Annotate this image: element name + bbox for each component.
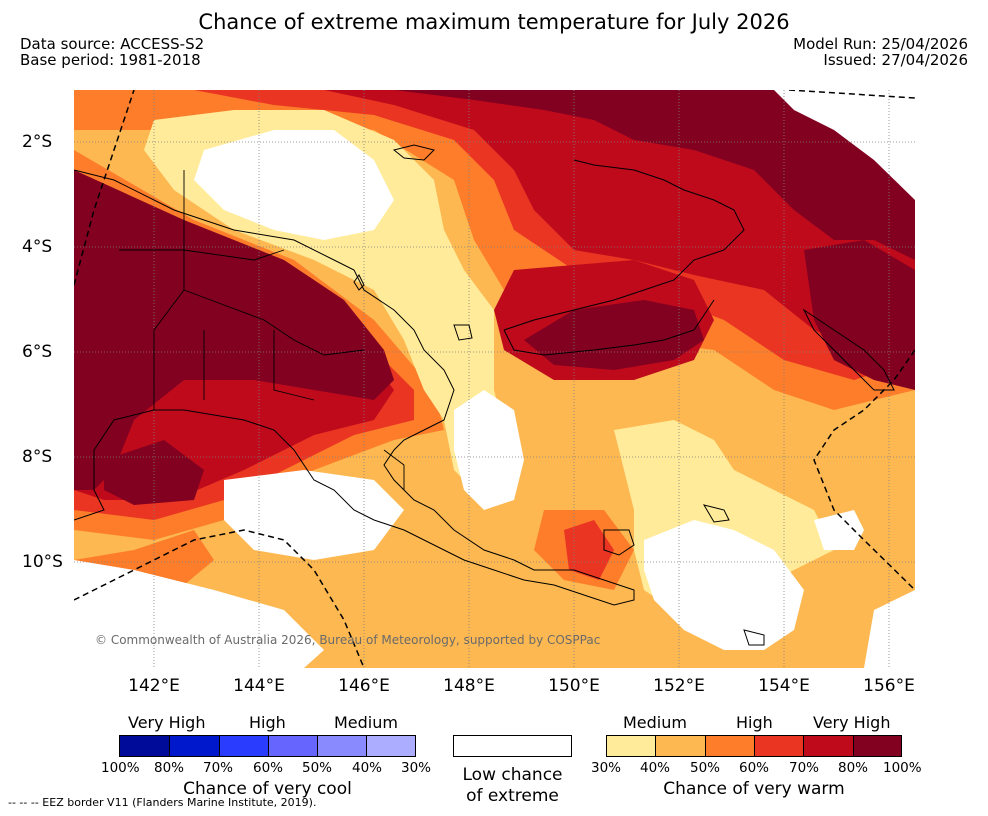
cool-swatch-70-80 — [169, 735, 219, 757]
neutral-swatch — [453, 735, 572, 757]
lon-tick-142e: 142°E — [128, 676, 180, 696]
cool-caption: Chance of very cool — [183, 779, 352, 799]
region-low-se2 — [814, 510, 864, 550]
region-60-se — [564, 520, 614, 580]
lat-tick-8s: 8°S — [22, 447, 53, 467]
warm-swatch-70-80 — [803, 735, 853, 757]
base-period: Base period: 1981-2018 — [20, 51, 201, 69]
lon-tick-146e: 146°E — [338, 676, 390, 696]
warm-swatch-50-60 — [705, 735, 754, 757]
gridlines — [74, 90, 915, 668]
map-title: Chance of extreme maximum temperature fo… — [198, 10, 790, 34]
lon-tick-152e: 152°E — [653, 676, 705, 696]
region-low-south — [74, 560, 324, 668]
region-low-sw — [224, 470, 404, 560]
warm-swatch-30-40 — [606, 735, 655, 757]
warm-swatch-80-100 — [853, 735, 902, 757]
model-run: Model Run: 25/04/2026 — [793, 35, 968, 53]
copyright-notice: © Commonwealth of Australia 2026, Bureau… — [95, 633, 601, 647]
cool-swatch-60-70 — [219, 735, 268, 757]
neutral-caption-line2: of extreme — [466, 786, 559, 806]
warm-swatch-40-50 — [655, 735, 705, 757]
eez-borders — [74, 90, 915, 668]
warm-cat-very-high: Very High — [813, 713, 891, 732]
warm-pct-80: 80% — [838, 760, 869, 776]
region-low-far-se — [864, 590, 915, 668]
lon-tick-148e: 148°E — [443, 676, 495, 696]
meta-left: Data source: ACCESS-S2 Base period: 1981… — [20, 36, 204, 68]
neutral-caption-line1: Low chance — [462, 765, 563, 785]
warm-pct-70: 70% — [789, 760, 820, 776]
forecast-map — [74, 90, 915, 668]
province-borders — [119, 170, 405, 490]
cool-pct-80: 80% — [154, 760, 185, 776]
data-source: Data source: ACCESS-S2 — [20, 35, 205, 53]
cool-pct-30: 30% — [401, 760, 432, 776]
cool-pct-100: 100% — [101, 760, 140, 776]
region-low-se — [644, 520, 804, 650]
warm-swatch-60-70 — [754, 735, 803, 757]
lon-tick-144e: 144°E — [233, 676, 285, 696]
neutral-caption: Low chance of extreme — [440, 765, 585, 807]
cool-swatch-40-50 — [317, 735, 366, 757]
cool-cat-high: High — [249, 713, 286, 732]
cool-swatch-30-40 — [366, 735, 416, 757]
cool-pct-60: 60% — [253, 760, 284, 776]
lat-tick-6s: 6°S — [22, 342, 53, 362]
cool-pct-40: 40% — [352, 760, 383, 776]
lat-tick-2s: 2°S — [22, 132, 53, 152]
cool-pct-50: 50% — [302, 760, 333, 776]
cool-cat-very-high: Very High — [128, 713, 206, 732]
coastlines — [74, 144, 895, 646]
cool-swatch-50-60 — [268, 735, 317, 757]
warm-pct-50: 50% — [690, 760, 721, 776]
warm-cat-medium: Medium — [623, 713, 687, 732]
warm-pct-30: 30% — [591, 760, 622, 776]
warm-caption: Chance of very warm — [663, 779, 845, 799]
cool-cat-medium: Medium — [334, 713, 398, 732]
lat-tick-4s: 4°S — [22, 237, 53, 257]
lat-tick-10s: 10°S — [22, 552, 63, 572]
warm-pct-60: 60% — [739, 760, 770, 776]
region-80-sw-blob — [104, 440, 204, 505]
cool-pct-70: 70% — [203, 760, 234, 776]
warm-pct-40: 40% — [640, 760, 671, 776]
cool-swatch-80-100 — [119, 735, 169, 757]
lon-tick-150e: 150°E — [548, 676, 600, 696]
issued-date: Issued: 27/04/2026 — [823, 51, 968, 69]
warm-cat-high: High — [736, 713, 773, 732]
meta-right: Model Run: 25/04/2026 Issued: 27/04/2026 — [793, 36, 968, 68]
lon-tick-154e: 154°E — [758, 676, 810, 696]
region-80-north — [394, 90, 915, 260]
region-low-north — [194, 130, 394, 240]
eez-footnote: -- -- -- EEZ border V11 (Flanders Marine… — [8, 796, 317, 809]
warm-pct-100: 100% — [883, 760, 922, 776]
region-low-ne-coast — [774, 90, 915, 200]
region-80-east — [804, 240, 915, 390]
lon-tick-156e: 156°E — [863, 676, 915, 696]
region-low-center — [454, 390, 524, 510]
